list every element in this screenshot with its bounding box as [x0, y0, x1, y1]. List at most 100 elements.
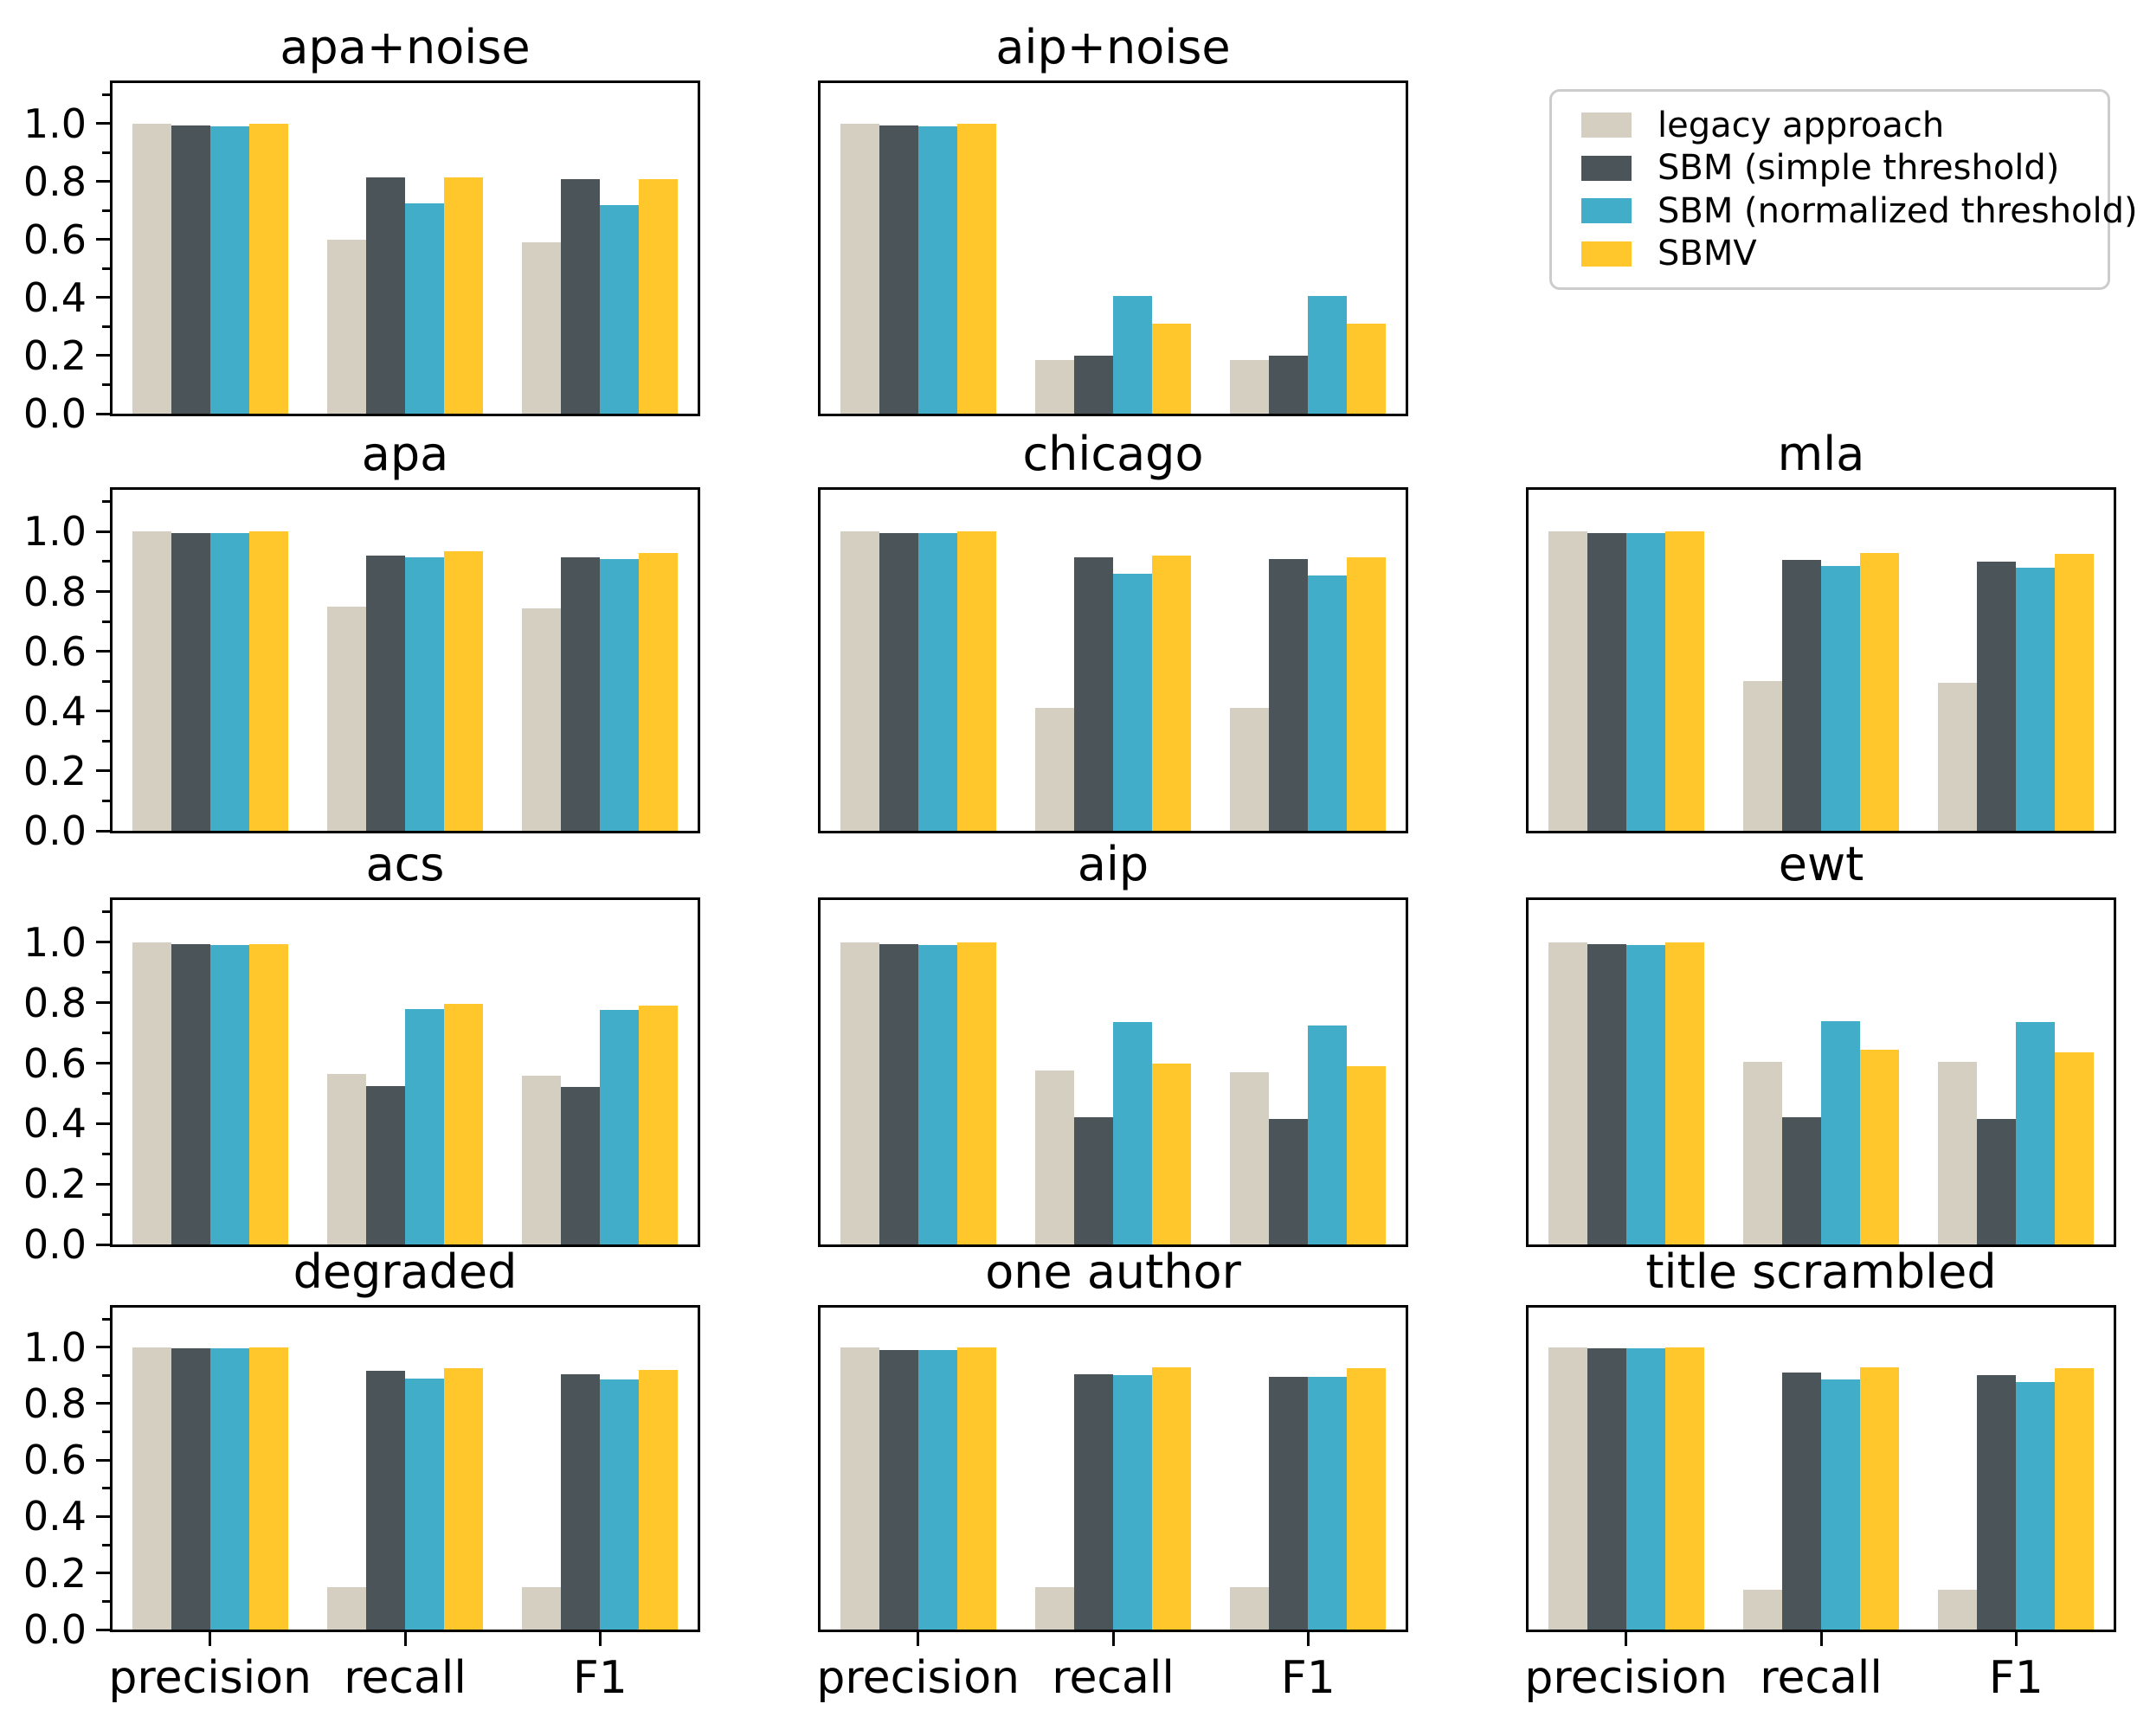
bar-sbm-normalized-threshold--recall: [1821, 1020, 1861, 1244]
bar-legacy-approach-f1: [522, 1587, 562, 1630]
bar-sbm-simple-threshold--recall: [1073, 1373, 1113, 1630]
bar-sbm-simple-threshold--precision: [879, 125, 918, 414]
legend-swatch-legacy-approach: [1581, 113, 1632, 138]
subplot-aip: [818, 897, 1408, 1247]
bar-sbmv-f1: [2055, 1052, 2095, 1244]
y-minor-tick: [102, 151, 110, 154]
bar-legacy-approach-recall: [1742, 681, 1782, 831]
x-major-tick: [1111, 1632, 1115, 1646]
bar-sbmv-f1: [639, 552, 679, 831]
subplot-title-title-scrambled: title scrambled: [1645, 1244, 1997, 1299]
y-minor-tick: [102, 267, 110, 270]
y-major-tick: [96, 1628, 110, 1631]
subplot-title-aip: aip: [1077, 837, 1149, 891]
subplot-title-acs: acs: [365, 837, 445, 891]
subplot-mla: [1526, 487, 2116, 833]
x-tick-label-f1: F1: [1988, 1652, 2044, 1704]
x-tick-label-precision: precision: [108, 1652, 312, 1704]
bar-sbmv-f1: [1347, 324, 1387, 414]
y-major-tick: [96, 1182, 110, 1186]
subplot-acs: 0.0 0.2 0.4 0.6 0.8 1.0: [23, 897, 700, 1264]
bar-sbm-normalized-threshold--f1: [600, 558, 640, 831]
bar-sbm-simple-threshold--recall: [365, 177, 405, 414]
bar-sbmv-recall: [444, 550, 484, 831]
x-tick-label-f1: F1: [1280, 1652, 1336, 1704]
y-tick-label: 0.8: [23, 568, 87, 615]
bar-sbmv-f1: [1347, 1368, 1387, 1630]
bar-sbm-normalized-threshold--precision: [917, 945, 957, 1244]
bar-legacy-approach-precision: [840, 1347, 879, 1630]
y-minor-tick: [102, 910, 110, 914]
bar-sbmv-f1: [639, 1006, 679, 1244]
bar-sbmv-recall: [1860, 1049, 1900, 1244]
bar-sbm-simple-threshold--f1: [1977, 561, 2017, 831]
bar-sbm-simple-threshold--f1: [1977, 1375, 2017, 1630]
y-major-tick: [96, 829, 110, 833]
y-tick-label: 0.0: [23, 807, 87, 854]
bar-sbm-normalized-threshold--f1: [600, 204, 640, 414]
y-major-tick: [96, 769, 110, 773]
bar-sbmv-recall: [1860, 1366, 1900, 1630]
bar-legacy-approach-precision: [132, 942, 171, 1244]
bar-sbm-normalized-threshold--recall: [1113, 1375, 1153, 1630]
bar-sbmv-precision: [956, 123, 996, 414]
y-minor-tick: [102, 1487, 110, 1490]
x-major-tick: [209, 1632, 212, 1646]
y-tick-label: 0.0: [23, 390, 87, 437]
legend-swatch-sbm-simple-threshold-: [1581, 155, 1632, 181]
bar-sbm-simple-threshold--recall: [1781, 1373, 1821, 1630]
bar-sbm-simple-threshold--precision: [171, 1348, 210, 1630]
bar-sbm-simple-threshold--precision: [879, 943, 918, 1244]
bar-legacy-approach-precision: [840, 531, 879, 831]
y-minor-tick: [102, 1091, 110, 1095]
bar-sbmv-f1: [639, 178, 679, 414]
y-major-tick: [96, 650, 110, 653]
subplot-apa: 0.0 0.2 0.4 0.6 0.8 1.0: [23, 487, 700, 851]
y-major-tick: [96, 1062, 110, 1065]
x-major-tick: [1306, 1632, 1310, 1646]
y-minor-tick: [102, 325, 110, 328]
y-major-tick: [96, 1572, 110, 1575]
bar-legacy-approach-f1: [1938, 682, 1978, 831]
legend-label: legacy approach: [1658, 105, 1945, 145]
y-tick-label: 0.2: [23, 331, 87, 379]
bar-sbmv-precision: [956, 942, 996, 1244]
bar-sbmv-recall: [444, 1368, 484, 1630]
y-minor-tick: [102, 971, 110, 974]
y-tick-label: 0.4: [23, 1100, 87, 1148]
y-minor-tick: [102, 1152, 110, 1155]
bar-legacy-approach-recall: [1034, 360, 1074, 414]
bar-sbm-normalized-threshold--precision: [209, 533, 249, 831]
y-major-tick: [96, 1402, 110, 1405]
y-tick-label: 0.6: [23, 215, 87, 263]
y-tick-label: 0.0: [23, 1606, 87, 1653]
y-minor-tick: [102, 1032, 110, 1035]
x-tick-label-precision: precision: [816, 1652, 1020, 1704]
bar-sbm-normalized-threshold--f1: [1308, 575, 1348, 831]
bar-legacy-approach-f1: [1230, 708, 1270, 831]
bar-legacy-approach-precision: [840, 123, 879, 414]
x-tick-label-recall: recall: [344, 1652, 467, 1704]
bar-legacy-approach-precision: [132, 123, 171, 414]
y-minor-tick: [102, 1317, 110, 1321]
bar-legacy-approach-precision: [132, 531, 171, 831]
bar-sbm-normalized-threshold--recall: [1113, 1022, 1153, 1244]
bar-legacy-approach-f1: [1230, 1072, 1270, 1244]
y-major-tick: [96, 238, 110, 241]
bar-legacy-approach-f1: [1938, 1590, 1978, 1630]
y-minor-tick: [102, 93, 110, 96]
legend-item-sbmv: SBMV: [1552, 235, 2108, 273]
bar-sbmv-precision: [956, 531, 996, 831]
legend-label: SBM (normalized threshold): [1658, 190, 2138, 231]
bar-legacy-approach-recall: [1034, 1071, 1074, 1244]
bar-sbm-normalized-threshold--recall: [405, 1378, 445, 1630]
y-minor-tick: [102, 209, 110, 212]
y-tick-label: 0.6: [23, 1437, 87, 1484]
y-minor-tick: [102, 500, 110, 504]
bar-sbmv-precision: [1664, 942, 1704, 1244]
legend-label: SBMV: [1658, 234, 1757, 274]
y-major-tick: [96, 1001, 110, 1005]
subplot-title-scrambled: precision recall F1: [1524, 1305, 2116, 1702]
bar-sbmv-recall: [1152, 1366, 1192, 1630]
bar-sbm-normalized-threshold--recall: [1113, 573, 1153, 831]
